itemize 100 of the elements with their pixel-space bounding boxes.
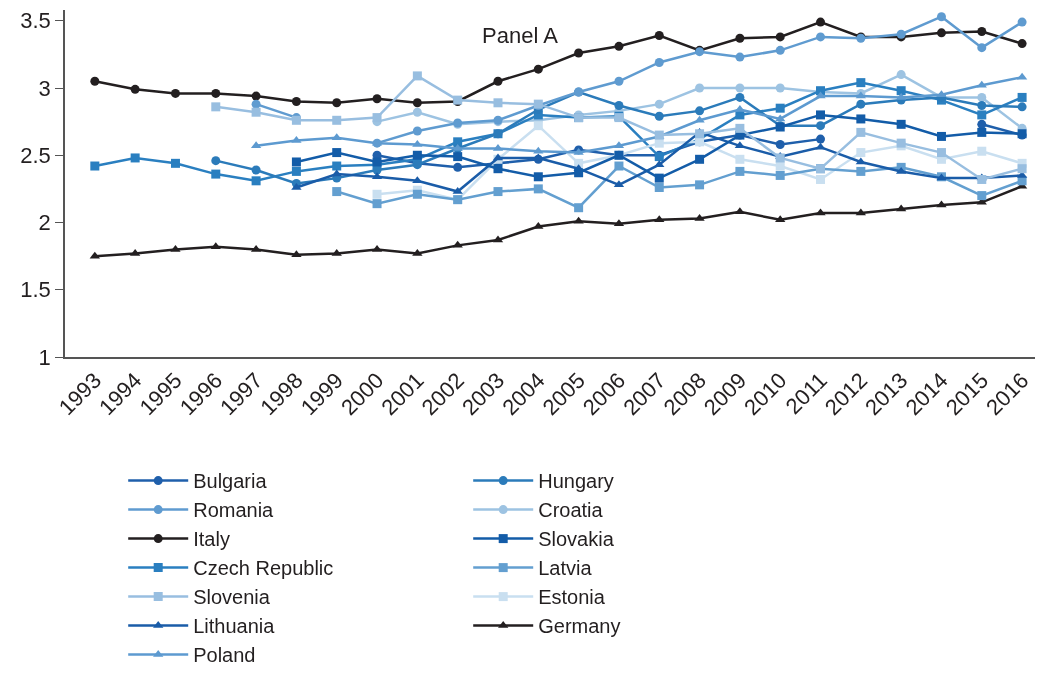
point <box>533 184 543 194</box>
point <box>453 162 463 172</box>
y-tick-label: 2 <box>38 210 51 236</box>
point <box>574 203 584 213</box>
point <box>251 176 261 186</box>
point <box>412 98 422 108</box>
y-tick-label: 2.5 <box>20 142 51 168</box>
point <box>332 187 342 197</box>
point <box>936 131 946 141</box>
point <box>453 152 463 162</box>
legend-label: Slovakia <box>538 528 615 551</box>
point <box>775 153 785 163</box>
y-tick-label: 3 <box>38 75 51 101</box>
point <box>493 98 503 108</box>
point <box>372 94 382 104</box>
point <box>1017 92 1027 102</box>
point <box>170 244 181 252</box>
point <box>896 86 906 96</box>
point <box>977 92 987 102</box>
point <box>775 170 785 180</box>
point <box>372 113 382 123</box>
point <box>1017 102 1027 112</box>
legend-label: Croatia <box>538 499 604 522</box>
point <box>654 215 665 223</box>
point <box>816 174 826 184</box>
point <box>251 91 261 101</box>
point <box>170 158 180 168</box>
point <box>694 213 705 221</box>
point <box>533 64 543 74</box>
point <box>574 168 584 178</box>
point <box>574 48 584 58</box>
point <box>695 106 705 116</box>
point <box>977 43 987 53</box>
y-tick-label: 1.5 <box>20 277 51 303</box>
point <box>936 28 946 38</box>
point <box>816 32 826 42</box>
point <box>332 148 342 158</box>
point <box>735 166 745 176</box>
point <box>816 121 826 131</box>
point <box>977 100 987 110</box>
point <box>211 88 221 98</box>
point <box>130 153 140 163</box>
point <box>977 110 987 120</box>
point <box>493 76 503 86</box>
point <box>291 96 301 106</box>
point <box>1017 39 1027 49</box>
point <box>775 161 785 171</box>
y-tick-label: 3.5 <box>20 8 51 34</box>
point <box>815 91 826 99</box>
legend-label: Bulgaria <box>193 470 268 493</box>
point <box>936 148 946 158</box>
point <box>816 110 826 120</box>
point <box>896 119 906 129</box>
point <box>493 164 503 174</box>
legend-label: Latvia <box>538 557 593 580</box>
point <box>614 100 624 110</box>
point <box>332 115 342 125</box>
point <box>170 88 180 98</box>
point <box>211 156 221 166</box>
point <box>695 129 705 139</box>
point <box>372 199 382 209</box>
point <box>856 99 866 109</box>
point <box>977 127 987 137</box>
point <box>735 92 745 102</box>
legend-label: Italy <box>193 528 230 551</box>
point <box>695 154 705 164</box>
point <box>332 98 342 108</box>
point <box>1017 164 1027 174</box>
point <box>654 111 664 121</box>
point <box>90 161 100 171</box>
point <box>735 33 745 43</box>
point <box>614 76 624 86</box>
point <box>775 32 785 42</box>
text: Panel A <box>482 22 559 48</box>
point <box>856 166 866 176</box>
point <box>815 208 826 216</box>
point <box>331 133 342 141</box>
point <box>856 148 866 158</box>
point <box>291 157 301 167</box>
point <box>775 140 785 149</box>
point <box>775 215 786 223</box>
point <box>654 31 664 41</box>
legend-label: Czech Republic <box>193 557 334 580</box>
point <box>654 57 664 67</box>
point <box>654 183 664 193</box>
point <box>735 123 745 133</box>
point <box>654 99 664 109</box>
point <box>775 103 785 113</box>
point <box>533 172 543 182</box>
point <box>211 169 221 179</box>
point <box>936 12 946 22</box>
legend-label: Slovenia <box>193 586 271 609</box>
point <box>1017 17 1027 27</box>
point <box>332 161 342 171</box>
point <box>816 17 826 27</box>
point <box>412 107 422 117</box>
point <box>936 200 947 208</box>
point <box>977 27 987 37</box>
legend-label: Romania <box>193 499 275 522</box>
point <box>412 71 422 81</box>
